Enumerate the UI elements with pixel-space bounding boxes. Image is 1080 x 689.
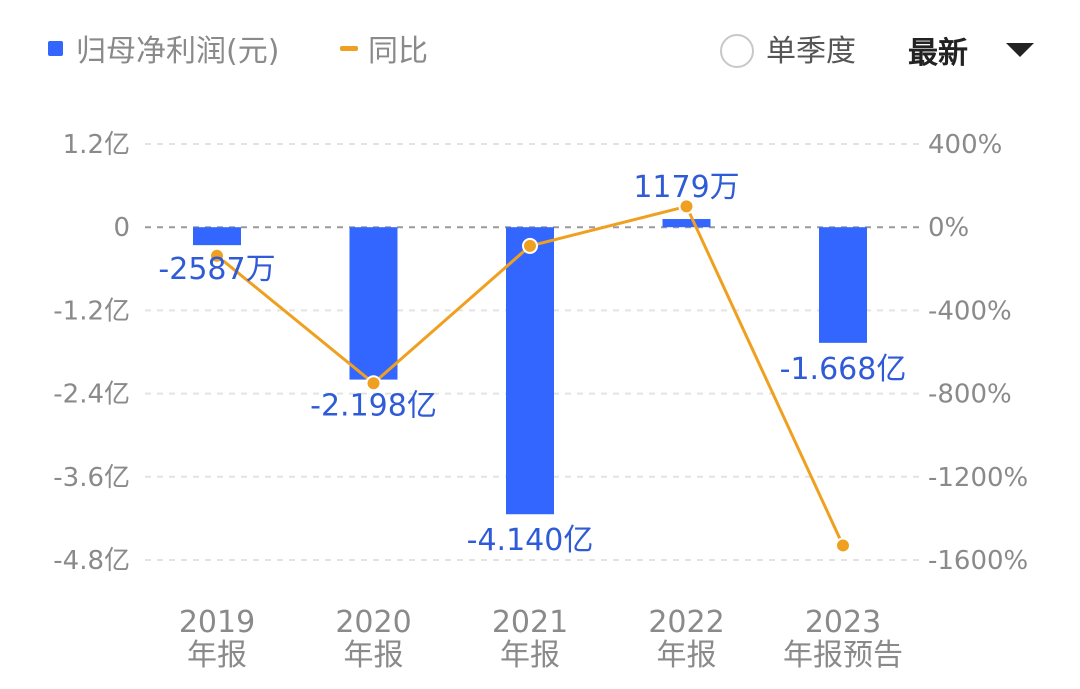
left-tick-label: -1.2亿 <box>53 296 130 326</box>
right-tick-label: 0% <box>928 213 969 243</box>
bar-value-label: -1.668亿 <box>780 352 907 387</box>
data-labels: -2587万 -2.198亿 -4.140亿 1179万 -1.668亿 <box>158 170 906 558</box>
bar <box>506 227 554 515</box>
category-label: 2020 年报 <box>335 605 411 673</box>
right-tick-label: 400% <box>928 130 1002 160</box>
yoy-point <box>835 537 851 554</box>
left-tick-label: 0 <box>113 213 130 243</box>
bar <box>662 219 711 228</box>
right-axis: 400% 0% -400% -800% -1200% -1600% <box>928 130 1028 576</box>
bar <box>819 227 867 343</box>
right-tick-label: -1200% <box>928 463 1028 493</box>
bar-value-label: -2.198亿 <box>310 389 437 424</box>
left-tick-label: -2.4亿 <box>53 380 130 410</box>
single-quarter-toggle[interactable]: 单季度 <box>720 34 856 69</box>
legend-bar-label: 归母净利润(元) <box>76 34 279 69</box>
period-dropdown-label[interactable]: 最新 <box>908 36 968 71</box>
category-label: 2019 年报 <box>179 605 255 673</box>
legend-line-label: 同比 <box>368 34 428 69</box>
right-tick-label: -400% <box>928 296 1012 326</box>
bar-value-label: -4.140亿 <box>467 523 594 558</box>
single-quarter-label[interactable]: 单季度 <box>766 34 856 69</box>
right-tick-label: -800% <box>928 380 1012 410</box>
category-label: 2023 年报预告 <box>783 605 903 673</box>
yoy-point <box>678 198 695 215</box>
yoy-point <box>209 247 225 264</box>
bar-series <box>193 219 867 515</box>
left-tick-label: -4.8亿 <box>53 546 130 576</box>
left-tick-label: 1.2亿 <box>63 130 130 160</box>
radio-unchecked-icon[interactable] <box>720 34 754 68</box>
bar-value-label: 1179万 <box>633 170 739 205</box>
right-tick-label: -1600% <box>928 546 1028 576</box>
category-label: 2021 年报 <box>492 605 568 673</box>
yoy-point <box>365 375 382 392</box>
left-tick-label: -3.6亿 <box>53 463 130 493</box>
legend: 归母净利润(元) 同比 <box>48 34 428 69</box>
line-series <box>209 198 851 554</box>
left-axis: 1.2亿 0 -1.2亿 -2.4亿 -3.6亿 -4.8亿 <box>53 130 130 576</box>
x-axis: 2019 年报 2020 年报 2021 年报 2022 年报 2023 年报预告 <box>179 605 903 673</box>
bar <box>349 227 398 380</box>
caret-down-icon[interactable] <box>1006 43 1034 57</box>
yoy-point <box>522 237 538 254</box>
period-dropdown[interactable]: 最新 <box>908 36 1034 71</box>
legend-line-swatch <box>340 46 358 51</box>
category-label: 2022 年报 <box>648 605 724 673</box>
legend-bar-swatch <box>48 41 63 56</box>
bar <box>193 227 241 246</box>
bar-value-label: -2587万 <box>158 252 275 287</box>
